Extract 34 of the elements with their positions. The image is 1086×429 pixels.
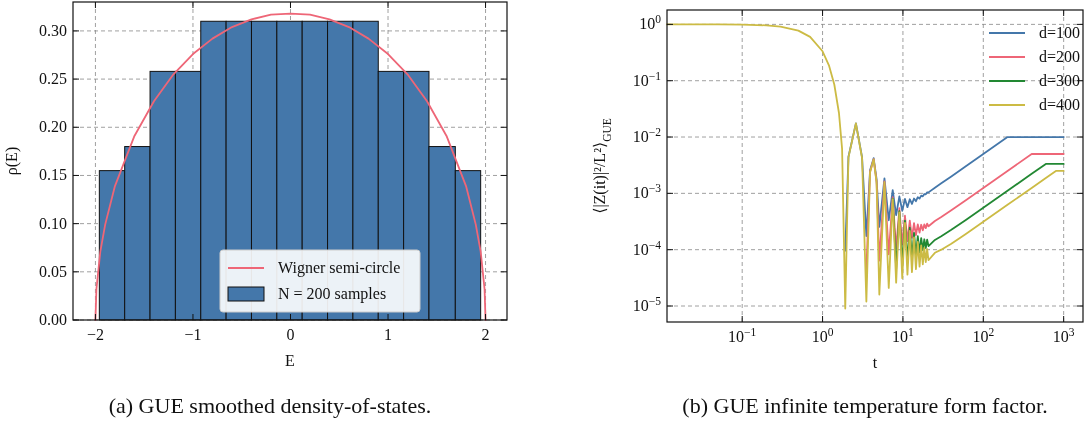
- y-tick-label: 0.05: [39, 262, 67, 280]
- y-tick-label: 0.30: [39, 21, 67, 39]
- legend-label: d=100: [1039, 24, 1081, 41]
- y-tick-label: 10$^{−3}$: [632, 182, 662, 202]
- legend-label: N = 200 samples: [278, 285, 387, 303]
- x-tick-label: 10$^{3}$: [1052, 326, 1075, 345]
- x-tick-label: 10$^{−1}$: [728, 326, 757, 345]
- x-tick-label: 1: [384, 326, 393, 343]
- x-tick-label: 10$^{2}$: [972, 326, 995, 345]
- y-tick-label: 0.00: [39, 311, 67, 328]
- y-tick-label: 0.15: [39, 166, 67, 184]
- x-tick-label: −1: [184, 326, 202, 343]
- legend-label: Wigner semi-circle: [278, 259, 401, 277]
- y-tick-label: 10$^{−4}$: [632, 238, 662, 258]
- legend-label: d=300: [1039, 72, 1081, 89]
- y-tick-label: 10$^{−5}$: [632, 295, 662, 314]
- y-tick-label: 0.20: [39, 118, 67, 136]
- x-axis-title: E: [285, 352, 295, 369]
- x-tick-label: 2: [481, 326, 490, 343]
- x-tick-label: 10$^{1}$: [892, 326, 915, 345]
- y-tick-label: 10$^{−2}$: [632, 126, 662, 146]
- y-tick-label: 10$^{−1}$: [632, 69, 662, 89]
- x-tick-label: 0: [286, 326, 295, 343]
- y-axis-title: ρ(E): [3, 146, 21, 176]
- text: (b) GUE infinite temperature form factor.: [682, 393, 1048, 418]
- y-tick-label: 0.25: [39, 70, 67, 88]
- text: (a) GUE smoothed density-of-states.: [108, 393, 432, 418]
- x-tick-label: −2: [86, 326, 104, 343]
- y-tick-label: 0.10: [39, 214, 67, 232]
- legend-label: d=200: [1039, 48, 1081, 65]
- x-tick-label: 10$^{0}$: [811, 326, 834, 345]
- x-axis-title: t: [872, 354, 878, 371]
- legend-label: d=400: [1039, 96, 1081, 113]
- y-tick-label: 10$^{0}$: [639, 13, 662, 33]
